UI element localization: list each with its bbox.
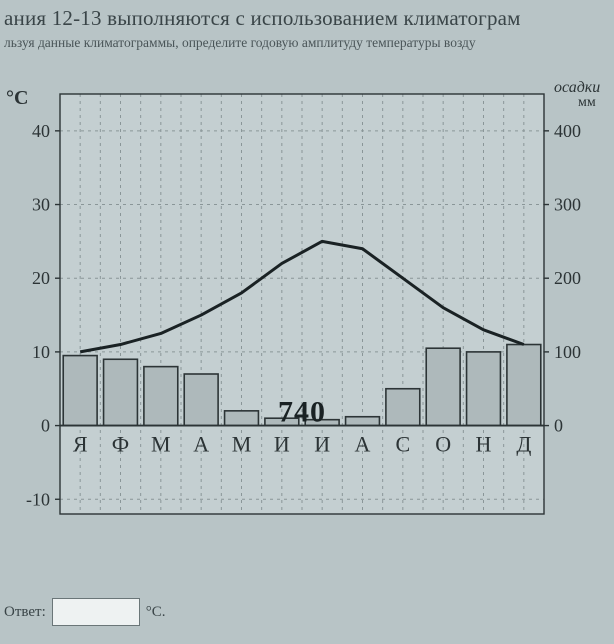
- chart-svg: 740 -10 0 10 20 30 40°C 0 100 200 300 400 осадкимм ЯФ…: [0, 74, 614, 574]
- svg-text:30: 30: [32, 195, 50, 215]
- svg-text:С: С: [395, 432, 410, 457]
- svg-text:Ф: Ф: [112, 432, 129, 457]
- svg-text:0: 0: [554, 416, 563, 436]
- svg-text:О: О: [435, 432, 451, 457]
- svg-text:М: М: [232, 432, 252, 457]
- answer-unit: °C.: [146, 604, 166, 621]
- svg-text:°C: °C: [6, 87, 28, 109]
- svg-text:40: 40: [32, 121, 50, 141]
- svg-text:Я: Я: [73, 432, 88, 457]
- svg-text:-10: -10: [26, 489, 50, 509]
- svg-text:740: 740: [278, 396, 326, 429]
- svg-text:осадки: осадки: [554, 79, 600, 96]
- answer-input[interactable]: [52, 598, 140, 626]
- svg-text:А: А: [193, 432, 209, 457]
- svg-text:200: 200: [554, 268, 581, 288]
- svg-text:100: 100: [554, 342, 581, 362]
- svg-text:М: М: [151, 432, 171, 457]
- answer-row: Ответ: °C.: [4, 598, 166, 626]
- svg-text:мм: мм: [578, 95, 596, 110]
- answer-label: Ответ:: [4, 604, 46, 621]
- svg-text:Н: Н: [476, 432, 492, 457]
- svg-text:0: 0: [41, 416, 50, 436]
- page: ания 12-13 выполняются с использованием …: [0, 0, 614, 644]
- svg-text:Д: Д: [516, 432, 531, 457]
- svg-text:400: 400: [554, 121, 581, 141]
- task-subheading: льзуя данные климатограммы, определите г…: [0, 31, 614, 51]
- climatogram-chart: 740 -10 0 10 20 30 40°C 0 100 200 300 400 осадкимм ЯФ…: [0, 74, 614, 574]
- svg-text:И: И: [274, 432, 290, 457]
- svg-text:10: 10: [32, 342, 50, 362]
- task-heading: ания 12-13 выполняются с использованием …: [0, 0, 614, 31]
- svg-text:300: 300: [554, 195, 581, 215]
- svg-text:И: И: [314, 432, 330, 457]
- svg-text:20: 20: [32, 268, 50, 288]
- svg-text:А: А: [355, 432, 371, 457]
